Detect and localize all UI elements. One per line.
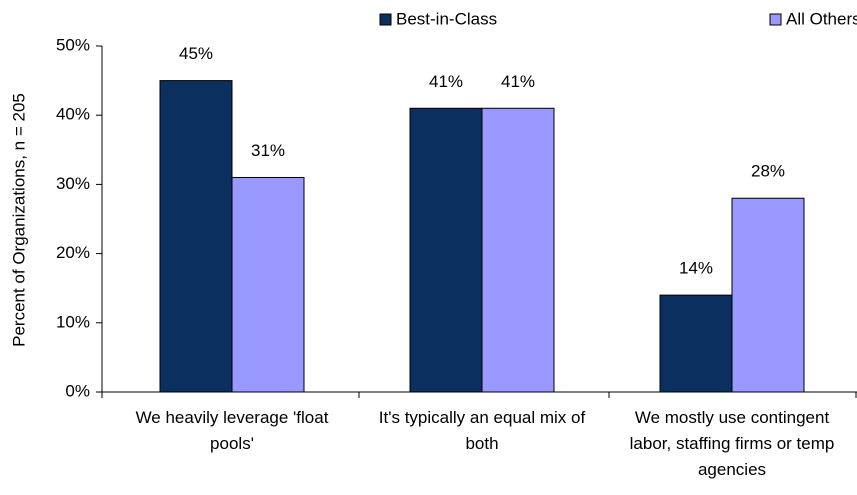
legend-label: Best-in-Class <box>396 9 497 28</box>
data-label: 14% <box>679 259 713 278</box>
x-tick-label: We heavily leverage 'float pools' <box>135 408 329 453</box>
bar <box>409 107 483 393</box>
bar <box>159 80 233 393</box>
legend-label: All Others <box>786 9 857 28</box>
y-tick-label: 10% <box>56 312 90 331</box>
y-tick-label: 30% <box>56 174 90 193</box>
bar <box>481 107 555 393</box>
x-tick-label: It's typically an equal mix of both <box>378 408 586 453</box>
data-label: 41% <box>501 72 535 91</box>
y-tick-label: 0% <box>65 381 90 400</box>
legend-swatch <box>769 13 782 26</box>
bar <box>659 294 733 393</box>
data-label: 28% <box>751 162 785 181</box>
y-tick-label: 50% <box>56 35 90 54</box>
data-label: 45% <box>179 44 213 63</box>
data-label: 41% <box>429 72 463 91</box>
y-tick-label: 40% <box>56 105 90 124</box>
legend-swatch <box>379 13 392 26</box>
bar <box>231 176 305 393</box>
data-label: 31% <box>251 141 285 160</box>
y-axis-label: Percent of Organizations, n = 205 <box>9 93 28 347</box>
bar <box>731 197 805 393</box>
y-tick-label: 20% <box>56 243 90 262</box>
x-tick-label: We mostly use contingent labor, staffing… <box>629 408 835 479</box>
